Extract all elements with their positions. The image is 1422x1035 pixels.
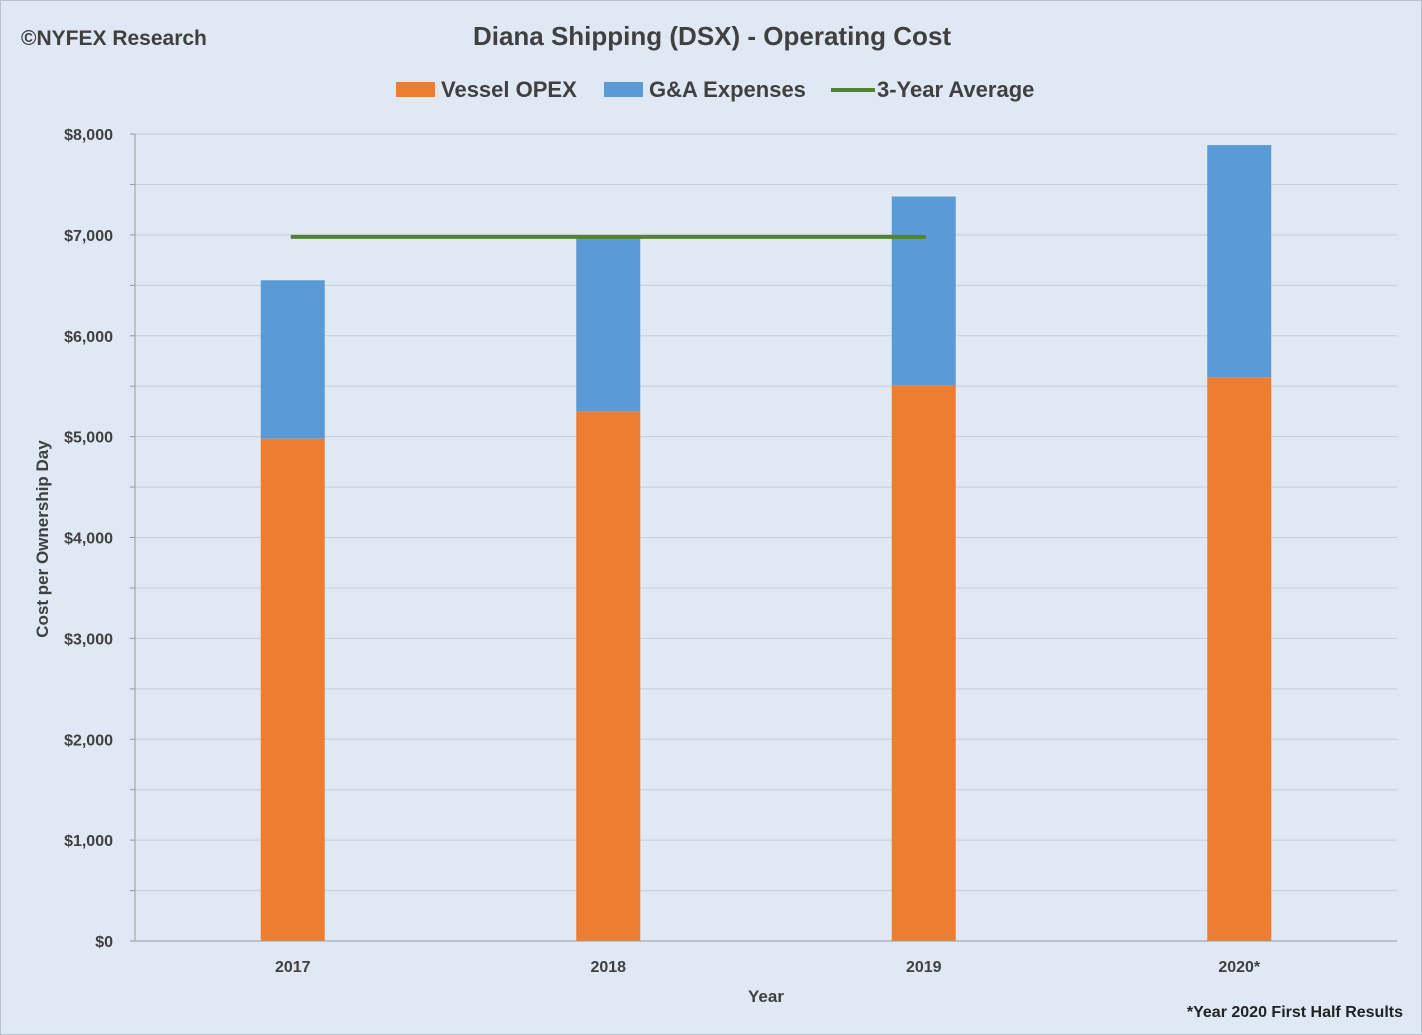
- y-tick-label-1000: $1,000: [64, 833, 113, 850]
- y-tick-label-4000: $4,000: [64, 531, 113, 548]
- legend-swatch-vessel-opex: [396, 82, 435, 97]
- y-tick-label-8000: $8,000: [64, 127, 113, 144]
- bar-g-a-expenses-2017: [260, 280, 325, 439]
- y-tick-labels: $0 $1,000 $2,000 $3,000 $4,000 $5,000 $6,000 $7…: [64, 127, 113, 951]
- legend-item-vessel-opex: Vessel OPEX: [396, 77, 577, 102]
- x-tick-label-2019: 2019: [906, 959, 942, 976]
- legend-label-ga-expenses: G&A Expenses: [649, 77, 806, 102]
- copyright-label: ©NYFEX Research: [21, 27, 207, 50]
- y-axis-title: Cost per Ownership Day: [33, 440, 52, 638]
- bar-g-a-expenses-2019: [891, 196, 956, 386]
- legend-swatch-ga-expenses: [604, 82, 643, 97]
- axes: [130, 133, 1397, 942]
- footnote: *Year 2020 First Half Results: [1187, 1004, 1403, 1021]
- y-tick-label-3000: $3,000: [64, 631, 113, 648]
- x-tick-label-2017: 2017: [275, 959, 311, 976]
- y-tick-label-5000: $5,000: [64, 430, 113, 447]
- bar-vessel-opex-2018: [576, 411, 641, 941]
- legend-item-ga-expenses: G&A Expenses: [604, 77, 806, 102]
- bar-vessel-opex-2017: [260, 438, 325, 941]
- gridlines: [135, 133, 1397, 892]
- legend-label-vessel-opex: Vessel OPEX: [441, 77, 577, 102]
- chart-title: Diana Shipping (DSX) - Operating Cost: [473, 21, 951, 51]
- x-tick-label-2020: 2020*: [1218, 959, 1261, 976]
- y-tick-label-2000: $2,000: [64, 732, 113, 749]
- bar-g-a-expenses-2018: [576, 236, 641, 412]
- y-tick-label-0: $0: [95, 934, 113, 951]
- x-axis-title: Year: [748, 987, 784, 1006]
- bars: [260, 145, 1272, 942]
- y-tick-label-6000: $6,000: [64, 329, 113, 346]
- bar-vessel-opex-2019: [891, 385, 956, 942]
- legend: Vessel OPEX G&A Expenses 3-Year Average: [396, 77, 1034, 102]
- bar-vessel-opex-2020: [1207, 377, 1272, 941]
- x-tick-label-2018: 2018: [590, 959, 626, 976]
- y-tick-label-7000: $7,000: [64, 228, 113, 245]
- bar-g-a-expenses-2020: [1207, 145, 1272, 378]
- legend-item-3-year-average: 3-Year Average: [831, 77, 1034, 102]
- x-tick-labels: 2017 2018 2019 2020*: [275, 959, 1261, 976]
- legend-label-3-year-average: 3-Year Average: [877, 77, 1034, 102]
